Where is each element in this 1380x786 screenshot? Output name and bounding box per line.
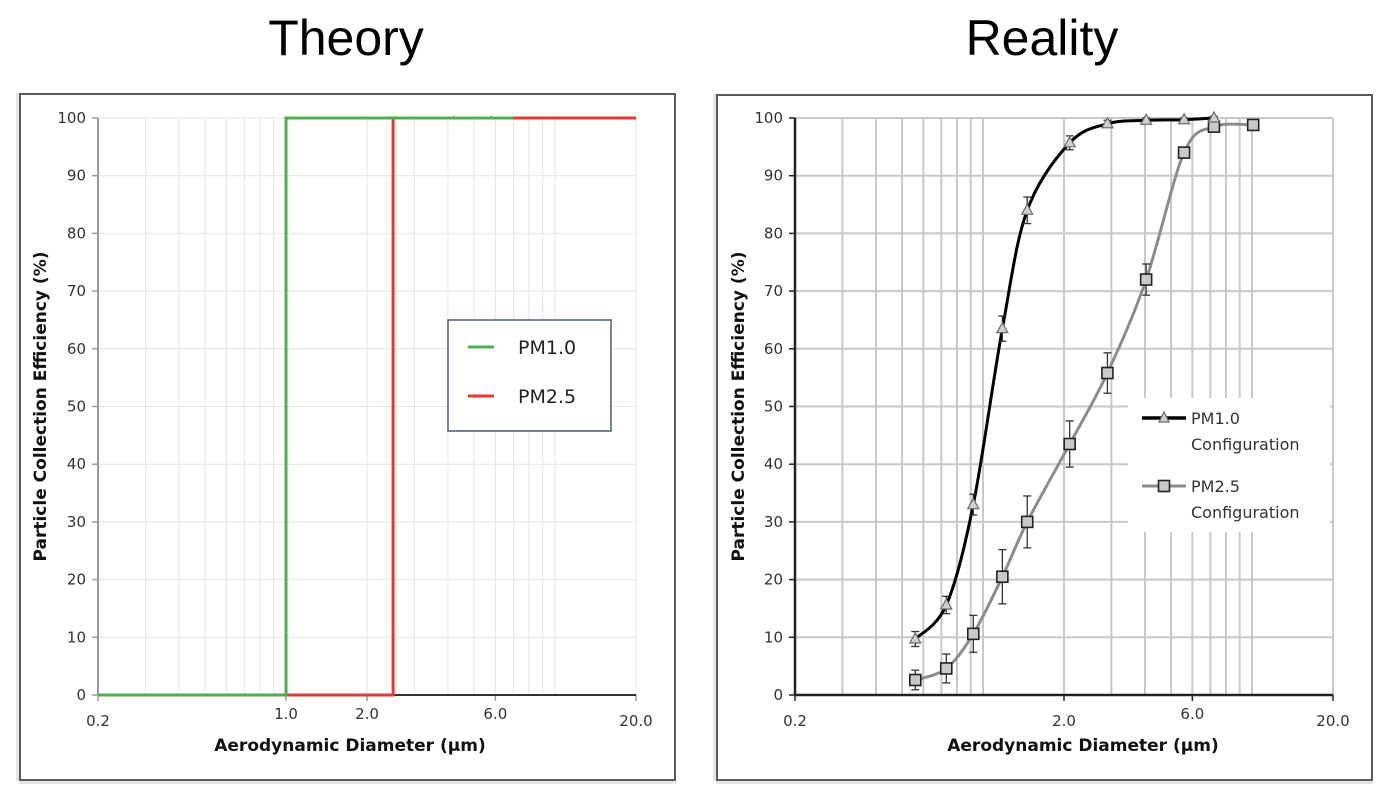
y-tick-label: 100 [57, 109, 86, 127]
x-axis-title: Aerodynamic Diameter (µm) [947, 736, 1219, 756]
y-tick-label: 30 [67, 513, 86, 531]
y-tick-label: 80 [67, 224, 86, 242]
y-tick-label: 90 [67, 167, 86, 185]
square-marker [1139, 273, 1153, 286]
reality-legend: PM1.0 Configuration PM2.5 Configuration [1128, 398, 1330, 532]
x-tick-label: 20.0 [619, 712, 652, 730]
square-marker [1246, 118, 1260, 132]
theory-legend: PM1.0 PM2.5 [447, 319, 612, 432]
y-tick-label: 30 [764, 513, 783, 531]
x-tick-label: 2.0 [355, 705, 379, 723]
y-tick-label: 20 [764, 571, 783, 589]
x-axis-title: Aerodynamic Diameter (µm) [214, 736, 486, 756]
square-marker [1207, 120, 1221, 133]
y-tick-label: 90 [764, 167, 783, 185]
axes: 0 10 20 30 40 50 60 70 80 90 100 0.2 1.0 2.0 6.0 20.0 Ae… [31, 109, 653, 756]
triangle-marker [1177, 112, 1191, 125]
legend-label-pm25-line2: Configuration [1191, 503, 1300, 522]
y-axis-title: Particle Collection Efficiency (%) [31, 252, 51, 562]
triangle-marker [1063, 135, 1077, 148]
square-marker [1101, 366, 1114, 380]
pm10-step-line [98, 116, 514, 697]
theory-title: Theory [268, 10, 424, 66]
square-marker [996, 570, 1009, 584]
triangle-marker [908, 631, 922, 644]
y-tick-label: 80 [764, 224, 783, 242]
square-marker [1020, 515, 1034, 529]
y-tick-label: 0 [76, 686, 86, 704]
theory-chart-frame [19, 93, 676, 781]
x-tick-label: 6.0 [483, 705, 507, 723]
reality-title: Reality [965, 10, 1119, 66]
y-tick-label: 70 [67, 282, 86, 300]
x-tick-label: 0.2 [86, 712, 110, 730]
y-tick-label: 40 [764, 455, 783, 473]
triangle-marker [1207, 110, 1221, 123]
y-tick-label: 50 [764, 398, 783, 416]
y-tick-label: 60 [67, 340, 86, 358]
triangle-marker [939, 597, 953, 610]
x-tick-label: 2.0 [1052, 712, 1076, 730]
triangle-marker [966, 497, 980, 510]
legend-label-pm10: PM1.0 [1191, 409, 1240, 428]
x-tick-label: 6.0 [1180, 705, 1204, 723]
y-tick-label: 70 [764, 282, 783, 300]
y-tick-label: 40 [67, 455, 86, 473]
legend-label-pm10: PM1.0 [518, 337, 576, 359]
pm10-configuration-series [908, 110, 1221, 648]
triangle-marker [1139, 113, 1153, 125]
square-marker [1063, 437, 1076, 451]
y-tick-label: 20 [67, 571, 86, 589]
x-tick-label: 20.0 [1316, 712, 1349, 730]
square-marker [939, 662, 953, 675]
square-marker [1177, 146, 1191, 159]
theory-chart: 0 10 20 30 40 50 60 70 80 90 100 0.2 1.0 2.0 6.0 20.0 Ae… [31, 109, 653, 756]
square-marker [908, 673, 922, 687]
legend-label-pm10-line2: Configuration [1191, 435, 1300, 454]
legend-label-pm25: PM2.5 [1191, 477, 1240, 496]
axes: 0 10 20 30 40 50 60 70 80 90 100 0.2 2.0 6.0 20.0 Aerod… [729, 109, 1350, 756]
pm25-configuration-series [908, 118, 1260, 691]
y-tick-label: 50 [67, 398, 86, 416]
legend-label-pm25: PM2.5 [518, 386, 576, 408]
triangle-marker [1020, 203, 1034, 215]
y-tick-label: 10 [67, 628, 86, 646]
theory-series [98, 115, 636, 697]
y-axis-title: Particle Collection Efficiency (%) [729, 252, 749, 562]
y-tick-label: 100 [754, 109, 783, 127]
y-tick-label: 60 [764, 340, 783, 358]
reality-chart: 0 10 20 30 40 50 60 70 80 90 100 0.2 2.0 6.0 20.0 Aerod… [729, 109, 1350, 756]
triangle-marker [995, 321, 1009, 334]
square-marker [966, 627, 980, 641]
y-tick-label: 0 [773, 686, 783, 704]
triangle-marker [1100, 116, 1114, 129]
y-tick-label: 10 [764, 628, 783, 646]
x-tick-label: 0.2 [783, 712, 807, 730]
x-tick-label: 1.0 [274, 705, 298, 723]
